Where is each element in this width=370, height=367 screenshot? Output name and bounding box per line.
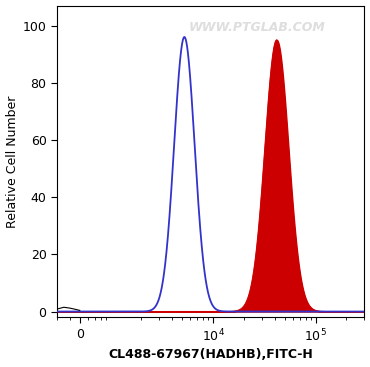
Y-axis label: Relative Cell Number: Relative Cell Number [6,95,18,228]
Text: WWW.PTGLAB.COM: WWW.PTGLAB.COM [188,21,325,34]
X-axis label: CL488-67967(HADHB),FITC-H: CL488-67967(HADHB),FITC-H [108,348,313,361]
